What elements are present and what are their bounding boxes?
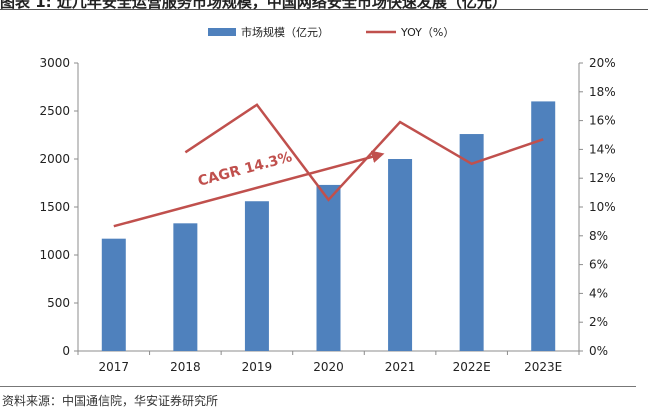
x-tick-label: 2020 bbox=[313, 360, 344, 374]
x-tick-label: 2017 bbox=[99, 360, 130, 374]
bar bbox=[244, 201, 269, 351]
x-tick-label: 2021 bbox=[385, 360, 416, 374]
bar bbox=[388, 159, 413, 351]
bar bbox=[531, 101, 556, 352]
left-tick-label: 3000 bbox=[39, 56, 70, 70]
right-tick-label: 0% bbox=[589, 344, 608, 358]
cagr-arrow bbox=[113, 150, 385, 228]
bar bbox=[101, 238, 126, 351]
bar bbox=[173, 223, 198, 351]
right-tick-label: 14% bbox=[589, 142, 616, 156]
right-axis-ticks: 0% 2% 4% 6% 8% 10% 12% 14% 16% 18% 20% bbox=[579, 56, 616, 358]
right-tick-label: 6% bbox=[589, 258, 608, 272]
left-axis-ticks: 0 500 1000 1500 2000 2500 3000 bbox=[39, 56, 78, 358]
right-tick-label: 2% bbox=[589, 315, 608, 329]
x-tick-label: 2023E bbox=[524, 360, 562, 374]
right-tick-label: 12% bbox=[589, 171, 616, 185]
figure-caption: 图表 1: 近几年安全运营服务市场规模，中国网络安全市场快速发展（亿元） bbox=[0, 0, 507, 9]
right-tick-label: 4% bbox=[589, 286, 608, 300]
left-tick-label: 0 bbox=[62, 344, 70, 358]
left-tick-label: 1000 bbox=[39, 248, 70, 262]
left-tick-label: 2000 bbox=[39, 152, 70, 166]
left-tick-label: 2500 bbox=[39, 104, 70, 118]
right-tick-label: 18% bbox=[589, 85, 616, 99]
source-rule bbox=[0, 386, 636, 387]
left-tick-label: 1500 bbox=[39, 200, 70, 214]
legend-bar-label: 市场规模（亿元） bbox=[241, 25, 329, 39]
x-axis-ticks: 2017 2018 2019 2020 2021 2022E 2023E bbox=[77, 351, 580, 374]
yoy-line-series bbox=[184, 103, 544, 202]
legend-bar-swatch bbox=[208, 28, 236, 36]
right-tick-label: 20% bbox=[589, 56, 616, 70]
x-tick-label: 2022E bbox=[453, 360, 491, 374]
bar-series bbox=[101, 101, 556, 352]
caption-rule bbox=[0, 9, 648, 10]
legend: 市场规模（亿元） YOY（%） bbox=[208, 25, 454, 39]
right-tick-label: 10% bbox=[589, 200, 616, 214]
x-tick-label: 2018 bbox=[170, 360, 201, 374]
yoy-line bbox=[184, 103, 544, 202]
x-tick-label: 2019 bbox=[242, 360, 273, 374]
right-tick-label: 8% bbox=[589, 229, 608, 243]
bar bbox=[459, 134, 484, 351]
right-tick-label: 16% bbox=[589, 114, 616, 128]
bar bbox=[316, 184, 341, 351]
cagr-label: CAGR 14.3% bbox=[196, 149, 294, 190]
source-note: 资料来源：中国通信院，华安证券研究所 bbox=[2, 394, 219, 408]
left-tick-label: 500 bbox=[47, 296, 70, 310]
legend-line-label: YOY（%） bbox=[400, 26, 454, 39]
